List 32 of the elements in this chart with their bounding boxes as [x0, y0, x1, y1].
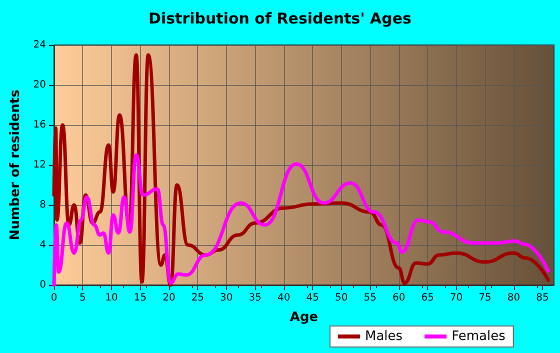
y-tick-label: 16 — [33, 120, 46, 130]
x-tick-label: 0 — [50, 292, 58, 304]
x-tick-label: 50 — [334, 292, 348, 304]
line-series — [52, 53, 550, 287]
x-tick-label: 65 — [421, 292, 434, 304]
y-tick-label: 12 — [33, 160, 46, 170]
x-tick-label: 55 — [364, 292, 376, 304]
x-tick-label: 85 — [536, 292, 549, 304]
y-tick-label: 24 — [33, 40, 46, 50]
x-tick-label: 70 — [450, 292, 463, 304]
x-tick-label: 5 — [80, 292, 86, 304]
x-tick-label: 80 — [507, 292, 520, 304]
x-tick-label: 10 — [105, 292, 118, 304]
x-tick-label: 20 — [162, 292, 176, 304]
x-tick-label: 35 — [248, 292, 262, 304]
x-tick-label: 40 — [278, 292, 290, 304]
x-tick-label: 75 — [478, 292, 492, 304]
legend-label: Males — [365, 329, 403, 344]
x-tick-label: 25 — [191, 292, 204, 304]
y-tick-label: 4 — [40, 240, 46, 250]
y-tick-label: 20 — [33, 80, 46, 90]
x-tick-label: 30 — [220, 292, 233, 304]
x-tick-label: 15 — [134, 292, 147, 304]
chart-title: Distribution of Residents' Ages — [148, 10, 412, 28]
x-axis-title: Age — [290, 310, 318, 325]
legend-label: Females — [452, 329, 506, 344]
y-tick-label: 0 — [40, 280, 46, 290]
y-axis-title: Number of residents — [8, 89, 23, 240]
x-tick-label: 45 — [306, 292, 319, 304]
y-tick-label: 8 — [40, 200, 46, 210]
x-tick-label: 60 — [392, 292, 406, 304]
line-series — [52, 153, 550, 287]
